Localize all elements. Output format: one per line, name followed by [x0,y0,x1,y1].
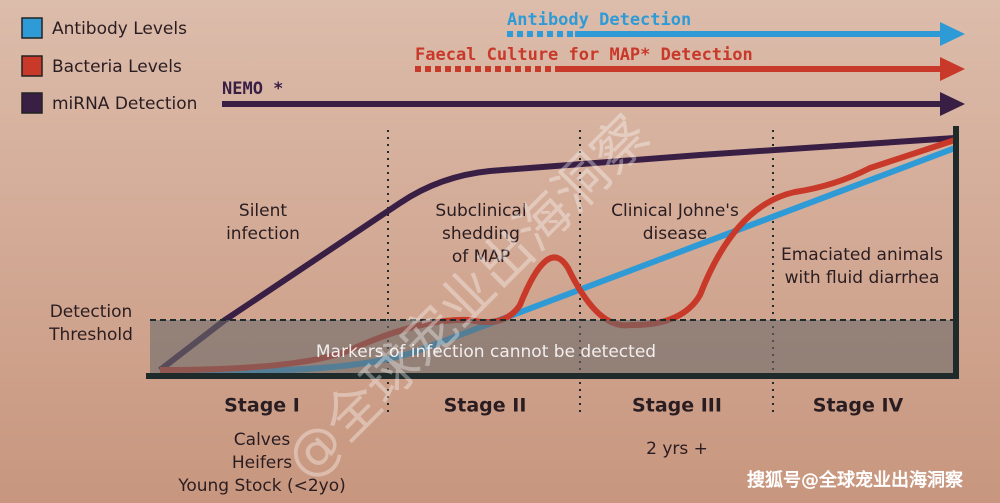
annotation: Markers of infection cannot be detected [316,342,656,362]
arrow-head [940,92,965,116]
annotation: Threshold [48,325,133,345]
detection-arrows: Antibody Detection Faecal Culture for MA… [222,10,965,116]
annotation: with fluid diarrhea [785,268,940,288]
annotation: shedding [442,224,520,244]
undetectable-zone [150,320,955,376]
arrow-head [940,22,965,46]
stage-note: 2 yrs + [646,439,708,459]
annotation: Detection [50,302,133,322]
watermark: 搜狐号@全球宠业出海洞察 [747,469,964,491]
stage-note: Young Stock (<2yo) [177,476,346,496]
stage-note: Calves [234,430,291,450]
annotation: of MAP [452,247,510,267]
legend-label: Bacteria Levels [52,57,182,77]
stage-label: Stage IV [813,395,904,417]
legend-swatch [21,92,43,114]
stage-label: Stage III [632,395,722,417]
annotation: Subclinical [435,201,526,221]
arrow-label: NEMO * [222,79,283,99]
annotation: Clinical Johne's [611,201,739,221]
annotation: Silent [239,201,287,221]
annotation: infection [226,224,300,244]
annotation: Emaciated animals [781,245,943,265]
stage-label: Stage II [444,395,527,417]
legend-label: miRNA Detection [52,94,197,114]
legend-swatch [21,17,43,39]
annotation: disease [643,224,708,244]
arrow-head [940,57,965,81]
arrow-label: Faecal Culture for MAP* Detection [415,45,753,65]
stage-label: Stage I [224,395,300,417]
legend-swatch [21,55,43,77]
arrow-label: Antibody Detection [507,10,691,30]
legend: Antibody Levels Bacteria Levels miRNA De… [21,17,197,114]
stage-note: Heifers [232,453,292,473]
legend-label: Antibody Levels [52,19,187,39]
mirna-curve [158,135,956,373]
